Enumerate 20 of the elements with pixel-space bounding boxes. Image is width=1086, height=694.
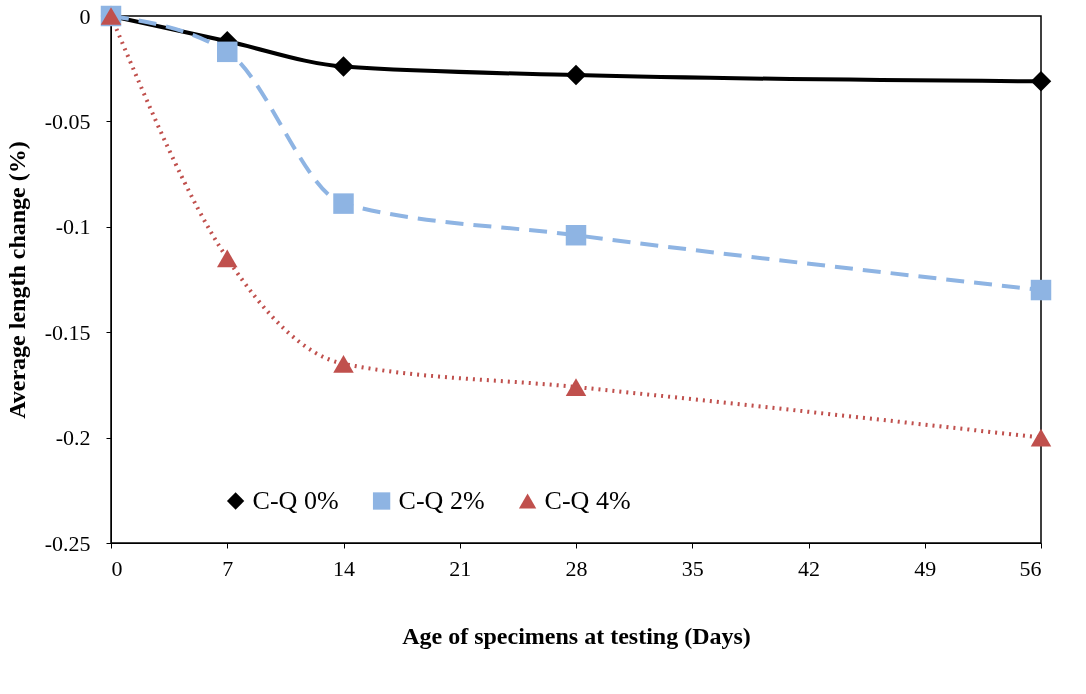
y-tick-label: -0.25 <box>44 530 91 556</box>
x-tick-label: 7 <box>222 555 234 581</box>
legend-label: C-Q 0% <box>252 486 339 515</box>
x-tick-label: 42 <box>798 555 820 581</box>
y-tick-label: -0.1 <box>55 214 91 240</box>
y-tick-label: 0 <box>79 3 91 29</box>
x-tick-label: 0 <box>111 555 123 581</box>
x-axis-title: Age of specimens at testing (Days) <box>402 622 751 649</box>
x-tick-label: 28 <box>565 555 588 581</box>
y-axis-title: Average length change (%) <box>3 141 30 419</box>
x-tick-label: 35 <box>681 555 704 581</box>
legend-label: C-Q 2% <box>398 486 485 515</box>
y-tick-label: -0.15 <box>44 319 91 345</box>
legend-label: C-Q 4% <box>544 486 631 515</box>
x-tick-label: 14 <box>333 555 355 581</box>
x-tick-label: 21 <box>449 555 472 581</box>
x-tick-label: 49 <box>914 555 937 581</box>
x-tick-label: 56 <box>1019 555 1042 581</box>
y-tick-label: -0.2 <box>55 425 91 451</box>
y-tick-label: -0.05 <box>44 108 91 134</box>
